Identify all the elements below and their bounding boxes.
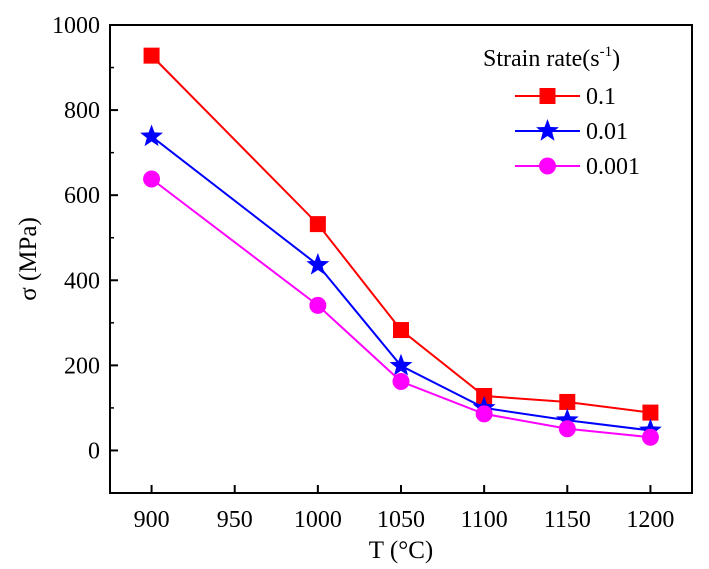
legend-title-main: Strain rate(s <box>483 46 600 72</box>
data-point-circle <box>143 170 161 188</box>
x-axis-title: T (°C) <box>369 537 433 564</box>
y-tick-label: 0 <box>88 438 100 464</box>
legend-items: 0.1 0.01 0.001 <box>515 84 640 180</box>
legend-title: Strain rate(s-1) <box>483 44 620 72</box>
data-point-star <box>306 252 330 275</box>
legend-label: 0.1 <box>586 84 616 110</box>
x-tick-label: 1150 <box>544 507 591 533</box>
x-tick-label: 1100 <box>461 507 508 533</box>
legend: Strain rate(s-1) 0.1 0.01 0.001 <box>483 44 640 180</box>
series-0.1 <box>143 47 659 421</box>
x-tick-label: 950 <box>217 507 253 533</box>
legend-label: 0.01 <box>586 119 628 145</box>
data-point-square <box>642 404 659 421</box>
data-point-circle <box>392 373 410 391</box>
series-line <box>150 178 651 439</box>
data-point-circle <box>309 296 327 314</box>
y-axis-title: σ (MPa) <box>15 217 42 301</box>
legend-label: 0.001 <box>586 154 640 180</box>
data-point-square <box>309 216 326 233</box>
legend-item-0.1: 0.1 <box>515 84 616 110</box>
legend-marker <box>539 88 556 104</box>
ticks-layer: 900 950 1000 1050 1100 1150 1200 0 200 400 600 800 1… <box>52 13 674 533</box>
data-point-square <box>559 393 576 410</box>
y-tick-label: 600 <box>64 183 100 209</box>
legend-item-0.001: 0.001 <box>515 154 640 180</box>
data-point-square <box>393 322 409 339</box>
legend-marker <box>539 157 556 175</box>
x-tick-label: 1000 <box>294 507 342 533</box>
legend-marker <box>536 119 559 141</box>
y-tick-label: 800 <box>64 98 100 124</box>
data-point-star <box>389 353 413 376</box>
legend-title-sup: -1 <box>600 44 613 60</box>
data-point-circle <box>475 405 493 423</box>
x-tick-label: 1200 <box>626 507 674 533</box>
y-tick-label: 1000 <box>52 13 100 39</box>
series-0.01 <box>140 124 662 441</box>
data-point-star <box>140 124 163 147</box>
series-line <box>150 54 651 414</box>
x-tick-label: 1050 <box>377 507 425 533</box>
data-point-star <box>555 408 579 430</box>
legend-title-end: ) <box>612 46 620 72</box>
y-tick-label: 200 <box>64 353 100 379</box>
series-line <box>150 135 651 432</box>
series-0.001 <box>143 170 659 446</box>
series-layer <box>140 47 662 446</box>
x-tick-label: 900 <box>134 507 170 533</box>
data-point-circle <box>641 428 659 446</box>
y-tick-label: 400 <box>64 268 100 294</box>
legend-item-0.01: 0.01 <box>515 119 628 145</box>
data-point-square <box>143 47 160 64</box>
data-point-circle <box>558 420 576 438</box>
